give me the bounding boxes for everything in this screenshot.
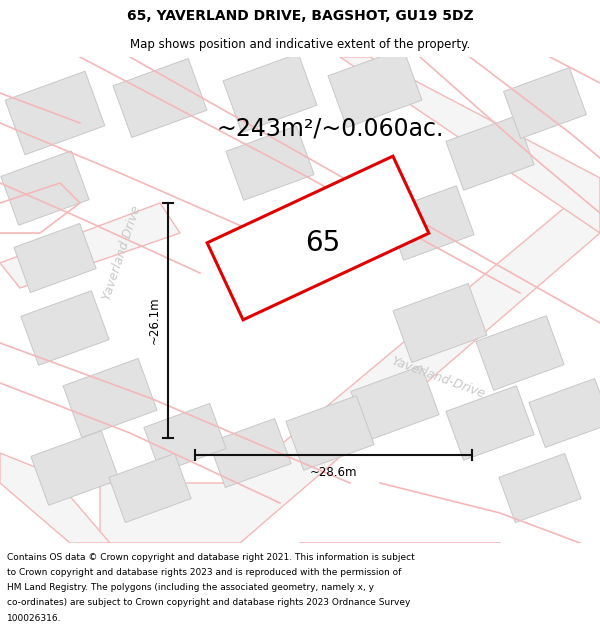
Polygon shape — [226, 126, 314, 200]
Polygon shape — [476, 316, 564, 390]
Polygon shape — [340, 57, 600, 233]
Text: ~243m²/~0.060ac.: ~243m²/~0.060ac. — [217, 116, 443, 140]
Polygon shape — [386, 186, 474, 260]
Polygon shape — [499, 454, 581, 522]
Text: ~26.1m: ~26.1m — [148, 297, 161, 344]
Polygon shape — [31, 431, 119, 505]
Polygon shape — [63, 359, 157, 438]
Polygon shape — [14, 224, 96, 292]
Text: 65, YAVERLAND DRIVE, BAGSHOT, GU19 5DZ: 65, YAVERLAND DRIVE, BAGSHOT, GU19 5DZ — [127, 9, 473, 23]
Text: Yaverland Drive: Yaverland Drive — [101, 204, 143, 302]
Polygon shape — [503, 68, 586, 139]
Text: Map shows position and indicative extent of the property.: Map shows position and indicative extent… — [130, 38, 470, 51]
Polygon shape — [0, 453, 110, 543]
Polygon shape — [393, 284, 487, 362]
Polygon shape — [529, 379, 600, 448]
Polygon shape — [328, 49, 422, 128]
Polygon shape — [21, 291, 109, 365]
Polygon shape — [209, 419, 291, 488]
Polygon shape — [223, 54, 317, 132]
Polygon shape — [351, 366, 439, 440]
Polygon shape — [5, 71, 105, 155]
Polygon shape — [0, 203, 180, 288]
Polygon shape — [286, 396, 374, 470]
Polygon shape — [113, 59, 207, 138]
Polygon shape — [100, 178, 600, 543]
Polygon shape — [207, 156, 429, 320]
Polygon shape — [446, 386, 534, 460]
Text: Yaverland-Drive: Yaverland-Drive — [389, 355, 487, 401]
Text: Contains OS data © Crown copyright and database right 2021. This information is : Contains OS data © Crown copyright and d… — [7, 553, 415, 562]
Polygon shape — [109, 454, 191, 522]
Text: to Crown copyright and database rights 2023 and is reproduced with the permissio: to Crown copyright and database rights 2… — [7, 568, 401, 577]
Polygon shape — [293, 194, 387, 272]
Text: 100026316.: 100026316. — [7, 614, 62, 622]
Text: HM Land Registry. The polygons (including the associated geometry, namely x, y: HM Land Registry. The polygons (includin… — [7, 583, 374, 592]
Polygon shape — [1, 151, 89, 225]
Text: 65: 65 — [305, 229, 341, 257]
Polygon shape — [446, 116, 534, 190]
Polygon shape — [144, 404, 226, 472]
Text: co-ordinates) are subject to Crown copyright and database rights 2023 Ordnance S: co-ordinates) are subject to Crown copyr… — [7, 598, 410, 608]
Text: ~28.6m: ~28.6m — [310, 466, 357, 479]
